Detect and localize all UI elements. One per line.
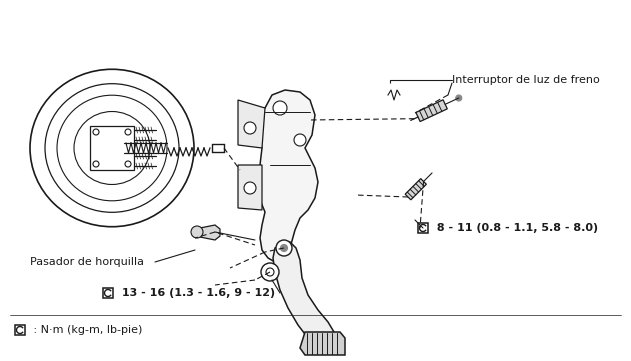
Circle shape <box>456 95 462 101</box>
FancyBboxPatch shape <box>418 223 428 233</box>
Polygon shape <box>238 100 265 148</box>
Polygon shape <box>416 100 447 122</box>
Text: 13 - 16 (1.3 - 1.6, 9 - 12): 13 - 16 (1.3 - 1.6, 9 - 12) <box>118 288 275 298</box>
Circle shape <box>261 263 279 281</box>
Text: 8 - 11 (0.8 - 1.1, 5.8 - 8.0): 8 - 11 (0.8 - 1.1, 5.8 - 8.0) <box>433 223 598 233</box>
Circle shape <box>276 240 292 256</box>
Polygon shape <box>198 225 220 240</box>
Polygon shape <box>258 90 318 262</box>
Circle shape <box>273 101 287 115</box>
Circle shape <box>266 268 274 276</box>
Text: Pasador de horquilla: Pasador de horquilla <box>30 257 144 267</box>
Circle shape <box>294 134 306 146</box>
Circle shape <box>244 182 256 194</box>
FancyBboxPatch shape <box>103 288 113 298</box>
Polygon shape <box>300 332 345 355</box>
Polygon shape <box>238 165 262 210</box>
Polygon shape <box>273 242 336 348</box>
Text: Interruptor de luz de freno: Interruptor de luz de freno <box>452 75 599 85</box>
Polygon shape <box>405 179 427 200</box>
FancyBboxPatch shape <box>90 126 134 170</box>
FancyBboxPatch shape <box>15 325 25 335</box>
Circle shape <box>244 122 256 134</box>
Text: : N·m (kg-m, lb-pie): : N·m (kg-m, lb-pie) <box>30 325 143 335</box>
Circle shape <box>281 244 288 252</box>
Circle shape <box>191 226 203 238</box>
